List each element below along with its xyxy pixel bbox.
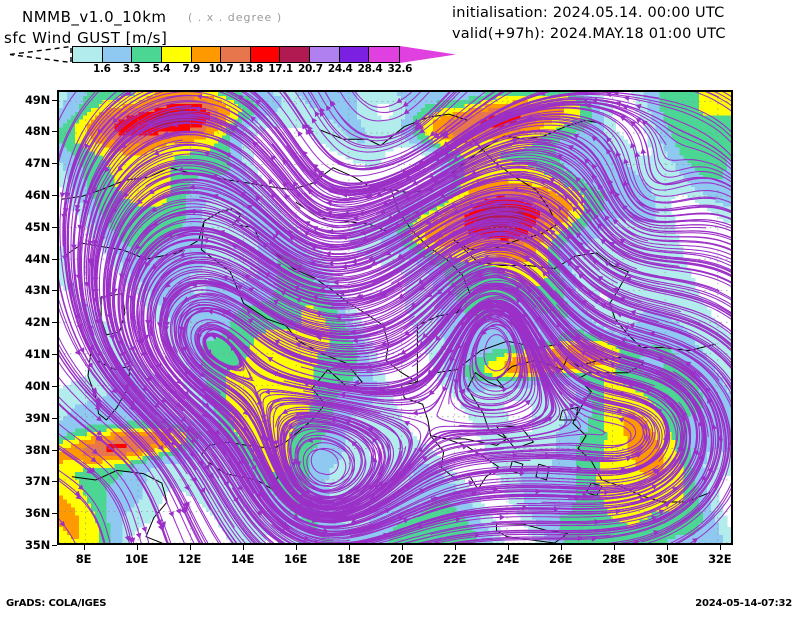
colorbar-high-end-triangle — [399, 46, 456, 63]
x-axis-tickmark — [560, 545, 562, 550]
y-axis-tickmark — [52, 481, 57, 483]
model-name: NMMB_v1.0_10km — [22, 8, 167, 26]
colorbar-tick-10.7: 10.7 — [208, 63, 234, 75]
x-axis-tick-12E: 12E — [177, 552, 202, 566]
colorbar-tick-13.8: 13.8 — [238, 63, 264, 75]
colorbar-segment-4 — [191, 47, 222, 62]
colorbar-segment-8 — [310, 47, 340, 62]
colorbar-tick-28.4: 28.4 — [357, 63, 383, 75]
x-axis-tick-18E: 18E — [336, 552, 361, 566]
x-axis-tick-10E: 10E — [124, 552, 149, 566]
colorbar-segment-10 — [369, 47, 399, 62]
x-axis-tick-8E: 8E — [75, 552, 92, 566]
x-axis-tickmark — [348, 545, 350, 550]
y-axis-tick-35N: 35N — [24, 538, 50, 552]
y-axis-tick-44N: 44N — [24, 251, 50, 266]
x-axis-tickmark — [401, 545, 403, 550]
y-axis-tick-42N: 42N — [24, 315, 50, 330]
field-name: sfc Wind GUST [m/s] — [4, 29, 168, 47]
y-axis-tick-49N: 49N — [24, 92, 50, 107]
y-axis-tick-45N: 45N — [24, 219, 50, 234]
map-plot: 35N 36N 37N 38N 39N 40N 41N 42N 43N 44N 45N 46N 47N 4… — [25, 90, 733, 566]
x-axis-tickmark — [242, 545, 244, 550]
y-axis-tickmark — [52, 385, 57, 387]
y-axis-tickmark — [52, 258, 57, 260]
colorbar-segment-3 — [161, 47, 192, 62]
header-left-block: NMMB_v1.0_10km ( . x . degree ) sfc Wind… — [0, 4, 430, 48]
footer-timestamp: 2024-05-14-07:32 — [695, 598, 792, 609]
streamline-arrow-layer — [59, 92, 731, 543]
y-axis-tick-43N: 43N — [24, 283, 50, 298]
header-right-block: initialisation: 2024.05.14. 00:00 UTC va… — [452, 5, 800, 49]
colorbar-tick-24.4: 24.4 — [327, 63, 353, 75]
colorbar-tick-1.6: 1.6 — [92, 63, 111, 75]
x-axis-tickmark — [83, 545, 85, 550]
colorbar-tick-3.3: 3.3 — [122, 63, 141, 75]
colorbar-tick-5.4: 5.4 — [152, 63, 171, 75]
y-axis-tickmark — [52, 545, 57, 546]
y-axis-tickmark — [52, 226, 57, 228]
x-axis-tick-26E: 26E — [549, 552, 573, 566]
y-axis-tickmark — [52, 290, 57, 292]
y-axis-tickmark — [52, 131, 57, 133]
y-axis-tick-36N: 36N — [24, 506, 50, 521]
x-axis-tickmark — [719, 545, 721, 550]
colorbar-segment-6 — [250, 47, 281, 62]
x-axis-tick-20E: 20E — [389, 552, 414, 566]
y-axis-tick-46N: 46N — [24, 188, 50, 202]
initialisation-time: initialisation: 2024.05.14. 00:00 UTC — [452, 5, 725, 21]
wind-gust-map — [59, 92, 731, 543]
x-axis-tickmark — [454, 545, 456, 550]
x-axis-tickmark — [613, 545, 615, 550]
y-axis-tickmark — [52, 322, 57, 324]
colorbar-segment-1 — [102, 47, 133, 62]
colorbar-strip — [72, 46, 400, 63]
y-axis-tickmark — [52, 163, 57, 165]
x-axis-tickmark — [136, 545, 138, 550]
colorbar-tick-7.9: 7.9 — [182, 63, 201, 75]
colorbar-segment-0 — [73, 47, 103, 62]
colorbar-segment-9 — [339, 47, 370, 62]
colorbar-tick-17.1: 17.1 — [268, 63, 293, 75]
y-axis-tick-41N: 41N — [24, 347, 50, 362]
y-axis-tickmark — [52, 449, 57, 451]
x-axis-tick-28E: 28E — [602, 552, 626, 566]
colorbar-tick-20.7: 20.7 — [298, 63, 323, 75]
y-axis-tickmark — [52, 513, 57, 515]
colorbar: 1.6 3.3 5.4 7.9 10.7 13.8 17.1 20.7 24.4 28.4 32.6 — [0, 44, 470, 76]
colorbar-tick-32.6: 32.6 — [387, 63, 413, 75]
x-axis-tick-16E: 16E — [283, 552, 308, 566]
x-axis-tick-30E: 30E — [655, 552, 679, 566]
x-axis-tickmark — [507, 545, 509, 550]
y-axis-tickmark — [52, 195, 57, 196]
x-axis-tick-24E: 24E — [496, 552, 520, 566]
x-axis-tickmark — [189, 545, 191, 550]
valid-time: valid(+97h): 2024.MAY.18 01:00 UTC — [452, 26, 726, 42]
x-axis-tick-32E: 32E — [708, 552, 732, 566]
streamline-layer — [59, 92, 731, 543]
y-axis-tickmark — [52, 99, 57, 101]
y-axis-tick-37N: 37N — [24, 474, 50, 489]
y-axis-tickmark — [52, 417, 57, 419]
colorbar-low-end-triangle — [9, 46, 72, 63]
y-axis-tick-48N: 48N — [24, 124, 50, 139]
y-axis-tick-47N: 47N — [24, 156, 50, 171]
colorbar-segment-5 — [221, 47, 251, 62]
map-frame — [57, 90, 733, 545]
grid-resolution-note: ( . x . degree ) — [188, 11, 283, 24]
y-axis-tick-40N: 40N — [24, 378, 50, 393]
y-axis-tick-38N: 38N — [24, 442, 50, 457]
colorbar-segment-7 — [280, 47, 310, 62]
x-axis-tickmark — [295, 545, 297, 550]
y-axis-tickmark — [52, 354, 57, 356]
x-axis-tick-22E: 22E — [443, 552, 467, 566]
footer-credit: GrADS: COLA/IGES — [6, 598, 107, 609]
colorbar-tick-labels: 1.6 3.3 5.4 7.9 10.7 13.8 17.1 20.7 24.4 28.4 32.6 — [0, 63, 470, 76]
y-axis-tick-39N: 39N — [24, 410, 50, 425]
colorbar-segment-2 — [132, 47, 162, 62]
x-axis-tickmark — [666, 545, 668, 550]
x-axis-tick-14E: 14E — [230, 552, 255, 566]
